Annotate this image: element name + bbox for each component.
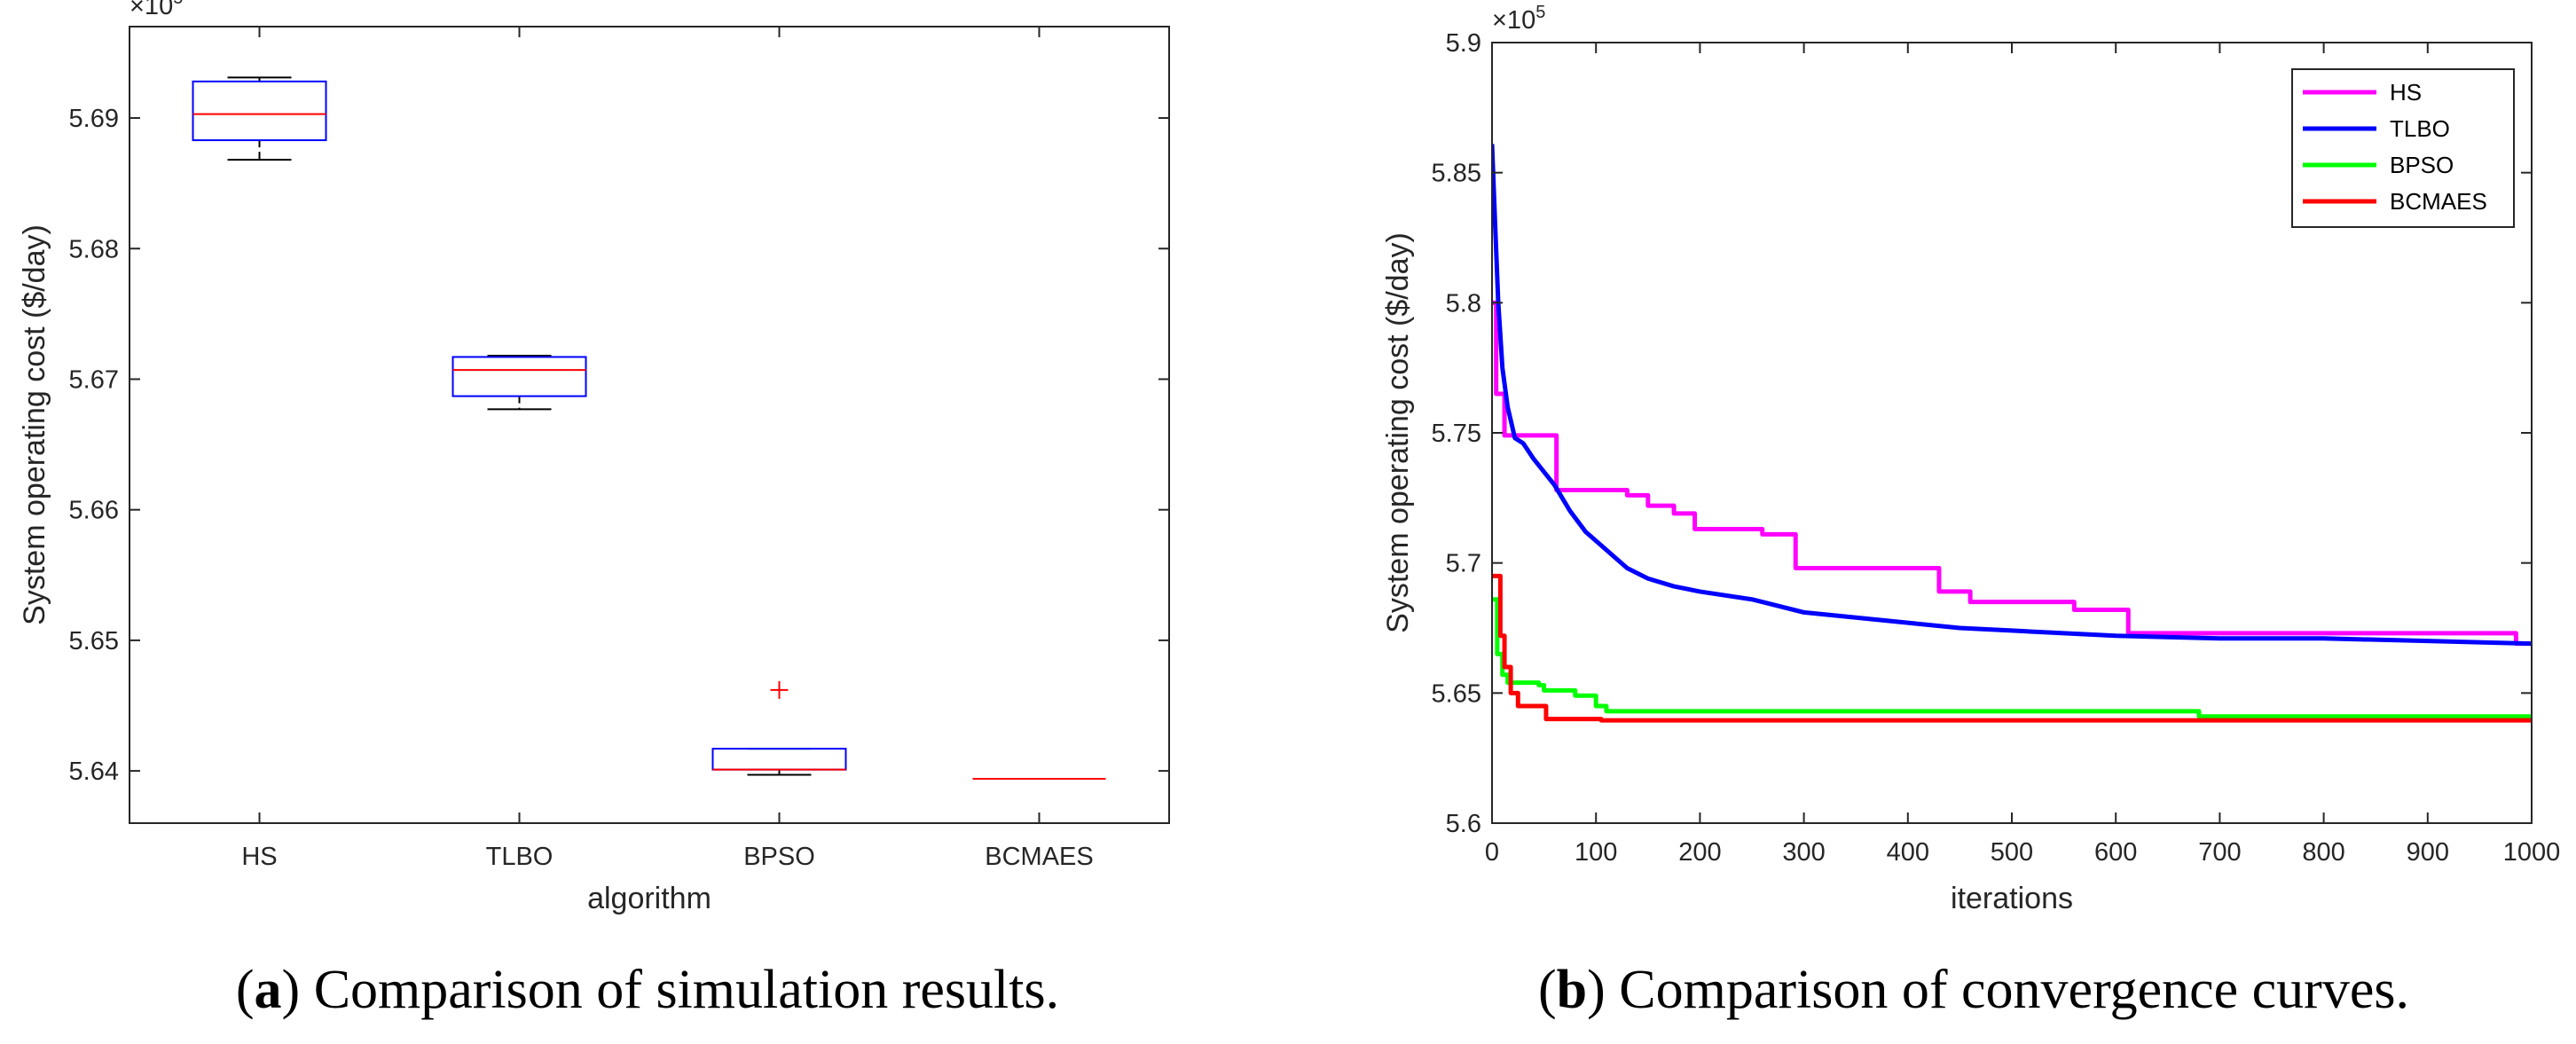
panel-b-caption: (b) Comparison of convergence curves. xyxy=(1538,960,2409,1020)
panel-b-x-tick-label: 200 xyxy=(1678,838,1721,867)
legend-entry-tlbo: TLBO xyxy=(2303,115,2450,142)
panel-a-boxes xyxy=(192,76,1106,780)
panel-a-y-tick-label: 5.67 xyxy=(69,365,119,394)
panel-b-x-tick-label: 500 xyxy=(1991,838,2033,867)
panel-a-boxplot: 5.64 5.65 5.66 5.67 5.68 5.69 HS TLBO BPSO BCMAE… xyxy=(18,0,1170,1020)
panel-b-x-tick-label: 100 xyxy=(1575,838,1617,867)
panel-a-caption: (a) Comparison of simulation results. xyxy=(236,960,1059,1020)
legend-entry-hs: HS xyxy=(2303,79,2422,106)
box-hs xyxy=(192,76,327,161)
panel-b-x-tick-label: 600 xyxy=(2094,838,2137,867)
series-line-tlbo xyxy=(1492,144,2532,647)
panel-b-y-tick-label: 5.65 xyxy=(1432,679,1481,708)
panel-b-y-tick-label: 5.85 xyxy=(1432,160,1481,188)
iqr-box xyxy=(711,748,847,771)
panel-b-y-tick-label: 5.75 xyxy=(1432,420,1481,448)
panel-b-x-axis-label: iterations xyxy=(1951,882,2073,915)
panel-b-x-ticks: 0 100 200 300 400 500 600 700 800 900 1000 xyxy=(1485,43,2560,867)
panel-b-y-exponent: ×105 xyxy=(1492,3,1545,35)
legend-label: HS xyxy=(2390,79,2422,106)
panel-a-y-tick-label: 5.66 xyxy=(69,497,119,525)
legend-label: TLBO xyxy=(2390,115,2450,142)
panel-a-x-tick-label: HS xyxy=(241,843,277,871)
panel-a-x-ticks: HS TLBO BPSO BCMAES xyxy=(241,27,1094,871)
panel-a-y-ticks: 5.64 5.65 5.66 5.67 5.68 5.69 xyxy=(69,105,1169,786)
panel-a-y-tick-label: 5.64 xyxy=(69,757,119,786)
panel-b-y-tick-label: 5.9 xyxy=(1446,29,1481,58)
panel-b-x-tick-label: 900 xyxy=(2407,838,2449,867)
panel-b-x-tick-label: 0 xyxy=(1485,838,1499,867)
panel-b-x-tick-label: 700 xyxy=(2198,838,2241,867)
panel-a-x-tick-label: BPSO xyxy=(743,843,815,871)
panel-a-y-tick-label: 5.65 xyxy=(69,627,119,655)
panel-a-y-axis-label: System operating cost ($/day) xyxy=(18,224,51,625)
panel-a-x-axis-label: algorithm xyxy=(587,882,711,915)
series-line-hs xyxy=(1492,300,2532,647)
box-tlbo xyxy=(452,354,587,411)
panel-a-y-tick-label: 5.69 xyxy=(69,105,119,133)
panel-b-y-axis-label: System operating cost ($/day) xyxy=(1381,232,1415,633)
panel-b-x-tick-label: 800 xyxy=(2302,838,2344,867)
panel-b-legend: HS TLBO BPSO BCMAES xyxy=(2291,68,2515,228)
panel-b-x-tick-label: 400 xyxy=(1887,838,1929,867)
series-line-bpso xyxy=(1492,597,2532,719)
panel-b-x-tick-label: 300 xyxy=(1782,838,1825,867)
panel-a-axes-frame xyxy=(129,26,1170,824)
legend-entry-bcmaes: BCMAES xyxy=(2303,188,2487,215)
iqr-box xyxy=(192,80,327,142)
legend-label: BCMAES xyxy=(2390,188,2487,215)
panel-b-x-tick-label: 1000 xyxy=(2503,838,2561,867)
iqr-box xyxy=(452,356,587,397)
panel-b-y-tick-label: 5.8 xyxy=(1446,289,1481,318)
box-bpso xyxy=(711,680,847,776)
panel-b-y-tick-label: 5.6 xyxy=(1446,810,1481,838)
outlier-marker xyxy=(770,680,789,699)
panel-a-x-tick-label: BCMAES xyxy=(985,843,1093,871)
panel-b-series-lines xyxy=(1492,144,2532,723)
panel-a-x-tick-label: TLBO xyxy=(486,843,554,871)
panel-b-y-ticks: 5.6 5.65 5.7 5.75 5.8 5.85 5.9 xyxy=(1432,29,2532,838)
panel-b-linechart: 5.6 5.65 5.7 5.75 5.8 5.85 5.9 0 100 200 300 400 50… xyxy=(1381,3,2560,1020)
panel-b-y-tick-label: 5.7 xyxy=(1446,550,1481,578)
legend-entry-bpso: BPSO xyxy=(2303,152,2454,178)
series-line-bcmaes xyxy=(1492,573,2532,723)
legend-label: BPSO xyxy=(2390,152,2454,178)
panel-a-y-tick-label: 5.68 xyxy=(69,235,119,263)
panel-a-y-exponent: ×105 xyxy=(130,0,183,20)
